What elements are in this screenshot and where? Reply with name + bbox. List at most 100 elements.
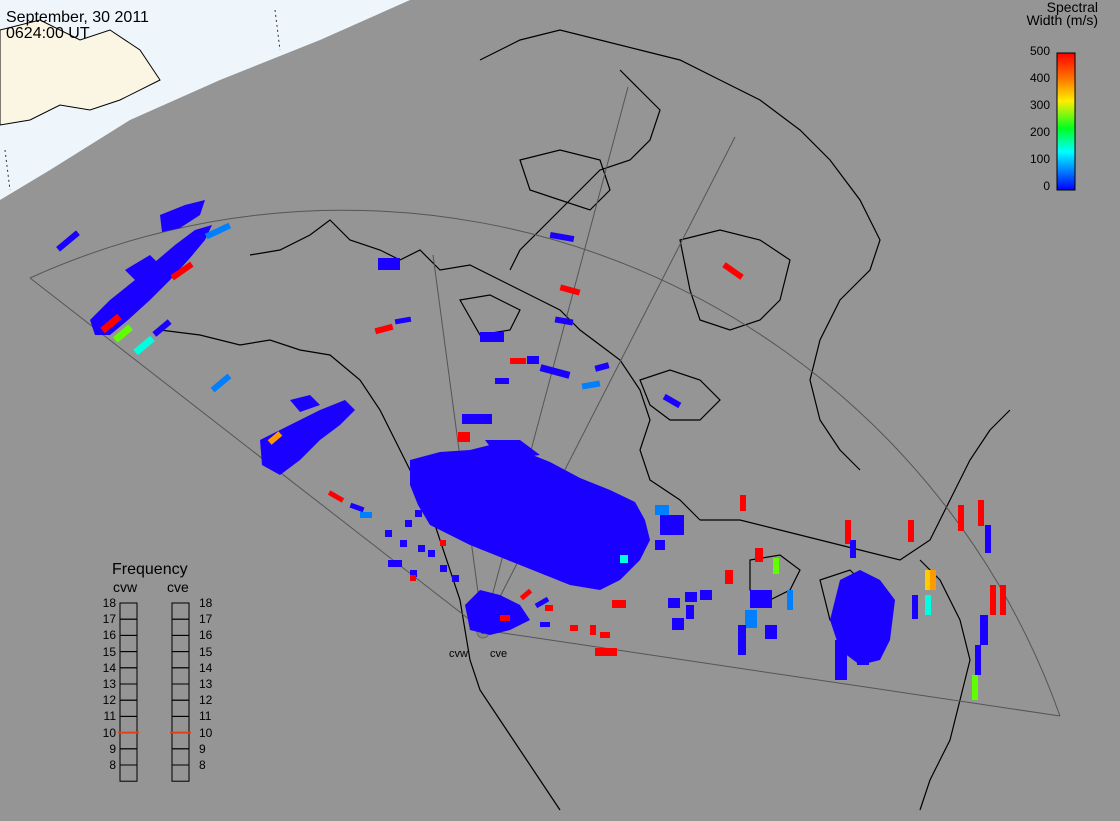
frequency-cell: [171, 634, 190, 653]
scatter-cell: [835, 640, 847, 680]
scatter-cell: [267, 431, 283, 445]
frequency-tick-left: 14: [102, 660, 116, 675]
scatter-cell: [410, 575, 416, 581]
scatter-cell: [388, 560, 395, 567]
frequency-cell: [171, 715, 190, 734]
scatter-cell: [595, 648, 617, 656]
scatter-cell: [850, 540, 856, 558]
frequency-cell: [119, 667, 138, 685]
scatter-cell: [378, 258, 400, 270]
scatter-data: [56, 200, 1006, 700]
colorbar-tick: 400: [1029, 71, 1050, 85]
coastlines: [159, 29, 1011, 811]
scatter-cell: [374, 323, 394, 335]
scatter-cell: [349, 502, 365, 513]
scatter-cell: [458, 432, 470, 442]
daylight-land: [0, 19, 161, 126]
scatter-cell: [620, 555, 628, 563]
scatter-cell: [662, 393, 682, 409]
scatter-cell: [930, 570, 936, 590]
scatter-cell: [787, 590, 793, 610]
scatter-cell: [385, 530, 392, 537]
frequency-cell: [171, 732, 190, 750]
scatter-cell: [612, 600, 626, 608]
scatter-cell: [327, 490, 345, 503]
scatter-cell: [773, 558, 779, 574]
scatter-cell: [594, 362, 610, 372]
scatter-cell: [540, 622, 550, 627]
frequency-tick-right: 9: [199, 741, 206, 756]
scatter-cell: [462, 414, 492, 424]
frequency-tick-right: 8: [199, 758, 206, 772]
scatter-cell: [405, 520, 412, 527]
colorbar-tick: 500: [1029, 44, 1050, 58]
scatter-cell: [549, 231, 575, 243]
scatter-cell: [581, 380, 601, 390]
frequency-tick-right: 15: [199, 644, 213, 659]
scatter-cell: [980, 615, 988, 645]
scatter-cell: [925, 570, 931, 590]
frequency-column-label-cve: cve: [167, 579, 189, 595]
scatter-region: [160, 200, 205, 232]
scatter-cell: [133, 335, 155, 356]
scatter-cell: [745, 610, 757, 628]
frequency-cell: [119, 732, 138, 750]
scatter-cell: [912, 595, 918, 619]
scatter-cell: [857, 625, 869, 665]
scatter-cell: [394, 316, 412, 325]
frequency-tick-left: 15: [102, 644, 116, 659]
frequency-tick-right: 11: [199, 709, 212, 724]
scatter-cell: [170, 261, 194, 281]
scatter-region: [290, 395, 320, 412]
scatter-cell: [510, 358, 526, 364]
scatter-region: [465, 590, 530, 635]
scatter-cell: [410, 570, 417, 577]
scatter-cell: [700, 590, 712, 600]
frequency-tick-right: 16: [199, 628, 213, 643]
scatter-cell: [495, 378, 509, 384]
frequency-tick-left: 17: [102, 612, 116, 627]
scatter-cell: [590, 625, 596, 635]
scatter-cell: [519, 588, 533, 601]
radar-label-cvw: cvw: [449, 648, 468, 660]
frequency-tick-right: 14: [199, 660, 213, 675]
frequency-tick-left: 18: [102, 596, 116, 610]
frequency-cell: [119, 748, 138, 766]
frequency-tick-left: 16: [102, 628, 116, 643]
scatter-cell: [440, 565, 447, 572]
frequency-cell: [171, 699, 190, 717]
frequency-column-label-cvw: cvw: [113, 579, 138, 595]
frequency-tick-left: 8: [109, 758, 116, 772]
frequency-tick-right: 18: [199, 596, 213, 610]
frequency-cell: [119, 715, 138, 734]
frequency-tick-left: 10: [102, 725, 116, 740]
frequency-cell: [171, 683, 190, 701]
frequency-title: Frequency: [112, 561, 188, 578]
frequency-cell: [171, 667, 190, 685]
colorbar-tick: 0: [1043, 179, 1050, 193]
scatter-cell: [452, 575, 459, 582]
scatter-cell: [925, 595, 931, 615]
scatter-cell: [985, 525, 991, 553]
frequency-cell: [171, 618, 190, 636]
scatter-cell: [113, 324, 133, 343]
time-label: 0624:00 UT: [6, 25, 90, 42]
scatter-cell: [100, 313, 122, 334]
scatter-cell: [990, 585, 996, 615]
terminator-line: [4, 9, 281, 191]
scatter-region: [90, 225, 212, 335]
frequency-cell: [119, 699, 138, 717]
scatter-cell: [500, 615, 510, 621]
fov-outline: [29, 86, 1061, 717]
frequency-cell: [119, 618, 138, 636]
scatter-cell: [972, 675, 978, 700]
scatter-cell: [554, 316, 574, 326]
frequency-boxes: [118, 602, 191, 782]
scatter-cell: [765, 625, 777, 639]
scatter-cell: [845, 520, 851, 544]
date-label: September, 30 2011: [6, 9, 149, 26]
scatter-cell: [655, 540, 665, 550]
scatter-cell: [400, 540, 407, 547]
